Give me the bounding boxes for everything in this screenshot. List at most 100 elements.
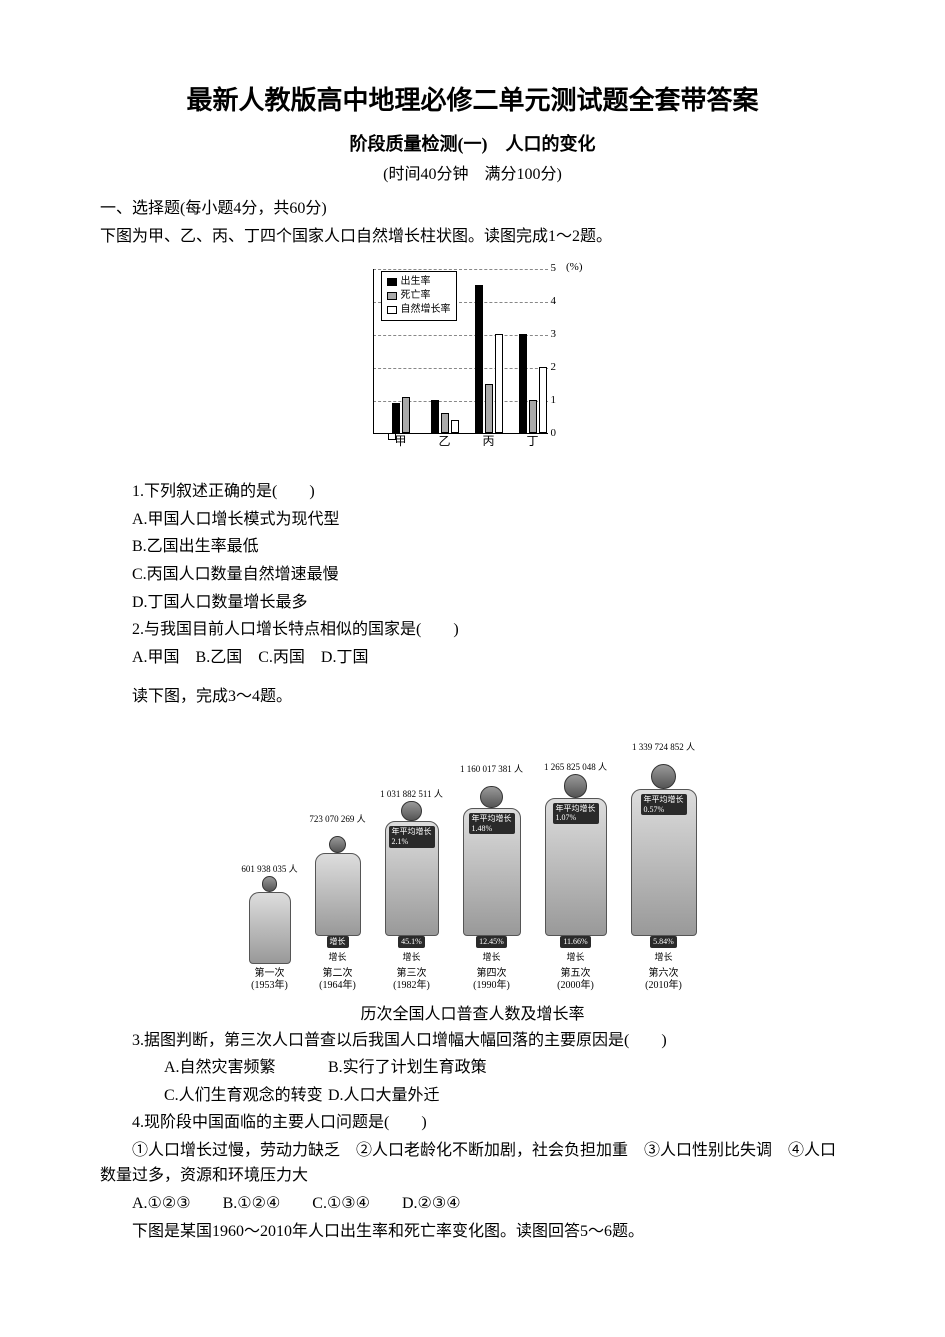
chart1-legend: 出生率死亡率自然增长率	[381, 271, 457, 321]
q3-stem: 3.据图判断，第三次人口普查以后我国人口增幅大幅回落的主要原因是( )	[100, 1028, 845, 1054]
q4-opts: A.①②③ B.①②④ C.①③④ D.②③④	[100, 1191, 845, 1217]
person-body: 年平均增长1.48%	[463, 808, 521, 936]
chart1-xtick: 甲	[382, 432, 420, 451]
chart1-xtick: 丁	[514, 432, 552, 451]
census-population: 723 070 269 人	[309, 812, 365, 826]
census-figure: 601 938 035 人	[242, 876, 298, 964]
q1-a: A.甲国人口增长模式为现代型	[100, 507, 845, 533]
census-figure: 1 265 825 048 人年平均增长1.07%11.66%增长	[538, 774, 614, 964]
legend-row: 死亡率	[387, 289, 451, 303]
section-a-heading: 一、选择题(每小题4分，共60分)	[100, 196, 845, 222]
chart1-group	[382, 397, 420, 433]
person-body: 年平均增长2.1%	[385, 821, 439, 935]
census-figure: 1 160 017 381 人年平均增长1.48%12.45%增长	[456, 786, 528, 964]
chart1-container: (%) 甲乙丙丁 出生率死亡率自然增长率 012345	[100, 259, 845, 469]
census-figure: 1 031 882 511 人年平均增长2.1%45.1%增长	[378, 801, 446, 964]
chart1-bar	[485, 384, 493, 434]
chart1-group	[426, 400, 464, 433]
growth-percent-badge: 5.84%	[650, 936, 677, 948]
q3-row1: A.自然灾害频繁 B.实行了计划生育政策	[100, 1055, 845, 1081]
growth-label: 增长	[482, 950, 500, 964]
main-title: 最新人教版高中地理必修二单元测试题全套带答案	[100, 80, 845, 122]
census-figure: 723 070 269 人增长增长	[308, 836, 368, 964]
chart1-ytick: 5	[551, 260, 557, 278]
census-population: 1 265 825 048 人	[544, 760, 607, 774]
q4-line: ①人口增长过慢，劳动力缺乏 ②人口老龄化不断加剧，社会负担加重 ③人口性别比失调…	[100, 1138, 845, 1189]
census-population: 1 339 724 852 人	[632, 740, 695, 754]
q1-stem: 1.下列叙述正确的是( )	[100, 479, 845, 505]
intro-1: 下图为甲、乙、丙、丁四个国家人口自然增长柱状图。读图完成1～2题。	[100, 224, 845, 250]
census-xlabel: 第五次(2000年)	[538, 968, 614, 992]
census-population: 1 031 882 511 人	[380, 787, 443, 801]
chart1-bar	[431, 400, 439, 433]
chart1-bar	[441, 413, 449, 433]
q3-b: B.实行了计划生育政策	[328, 1059, 487, 1076]
legend-label: 死亡率	[401, 289, 431, 303]
growth-label: 增长	[654, 950, 672, 964]
census-population: 601 938 035 人	[241, 862, 297, 876]
q1-c: C.丙国人口数量自然增速最慢	[100, 562, 845, 588]
legend-row: 出生率	[387, 275, 451, 289]
census-xlabel: 第三次(1982年)	[378, 968, 446, 992]
census-xlabel: 第六次(2010年)	[624, 968, 704, 992]
q1-d: D.丁国人口数量增长最多	[100, 590, 845, 616]
census-xlabel: 第一次(1953年)	[242, 968, 298, 992]
avg-growth-badge: 年平均增长1.07%	[553, 803, 599, 824]
person-head	[262, 876, 278, 892]
chart2-caption: 历次全国人口普查人数及增长率	[100, 1002, 845, 1028]
chart1-bar	[529, 400, 537, 433]
chart1-ytick: 0	[551, 425, 557, 443]
legend-label: 出生率	[401, 275, 431, 289]
legend-swatch	[387, 306, 397, 314]
intro-2: 读下图，完成3～4题。	[100, 684, 845, 710]
chart2: 601 938 035 人723 070 269 人增长增长1 031 882 …	[213, 734, 733, 992]
timing: (时间40分钟 满分100分)	[100, 162, 845, 188]
person-icon	[249, 876, 291, 964]
chart1-bar	[475, 285, 483, 434]
q4-stem: 4.现阶段中国面临的主要人口问题是( )	[100, 1110, 845, 1136]
intro-3: 下图是某国1960～2010年人口出生率和死亡率变化图。读图回答5～6题。	[100, 1219, 845, 1245]
chart1-xtick: 乙	[426, 432, 464, 451]
chart1-bar	[519, 334, 527, 433]
subtitle: 阶段质量检测(一) 人口的变化	[100, 130, 845, 159]
person-icon	[315, 836, 361, 936]
person-body	[249, 892, 291, 964]
person-icon: 年平均增长2.1%	[385, 801, 439, 936]
chart1-ytick: 4	[551, 293, 557, 311]
q3-c: C.人们生育观念的转变	[132, 1083, 324, 1109]
avg-growth-badge: 年平均增长1.48%	[469, 813, 515, 834]
legend-swatch	[387, 292, 397, 300]
chart1-bar	[495, 334, 503, 433]
person-body	[315, 853, 361, 936]
q3-row2: C.人们生育观念的转变 D.人口大量外迁	[100, 1083, 845, 1109]
person-icon: 年平均增长1.48%	[463, 786, 521, 936]
chart1-bar	[392, 403, 400, 433]
growth-percent-badge: 增长	[327, 936, 349, 948]
avg-growth-badge: 年平均增长2.1%	[389, 826, 435, 847]
chart1-ytick: 1	[551, 392, 557, 410]
chart1-group	[470, 285, 508, 434]
growth-label: 增长	[328, 950, 346, 964]
person-head	[329, 836, 346, 853]
census-figure: 1 339 724 852 人年平均增长0.57%5.84%增长	[624, 764, 704, 964]
q3-a: A.自然灾害频繁	[132, 1055, 324, 1081]
person-head	[401, 801, 422, 822]
chart1-bar	[402, 397, 410, 433]
person-icon: 年平均增长1.07%	[545, 774, 607, 936]
chart1-ytick: 3	[551, 326, 557, 344]
census-population: 1 160 017 381 人	[460, 762, 523, 776]
chart1-bar	[539, 367, 547, 433]
person-body: 年平均增长1.07%	[545, 798, 607, 936]
person-icon: 年平均增长0.57%	[631, 764, 697, 936]
growth-percent-badge: 12.45%	[476, 936, 507, 948]
chart1-ylabel: (%)	[566, 259, 583, 277]
legend-row: 自然增长率	[387, 303, 451, 317]
growth-label: 增长	[402, 950, 420, 964]
person-head	[651, 764, 676, 789]
legend-swatch	[387, 278, 397, 286]
person-head	[480, 786, 502, 808]
chart1-group	[514, 334, 552, 433]
census-xlabel: 第四次(1990年)	[456, 968, 528, 992]
census-xlabel: 第二次(1964年)	[308, 968, 368, 992]
q1-b: B.乙国出生率最低	[100, 534, 845, 560]
